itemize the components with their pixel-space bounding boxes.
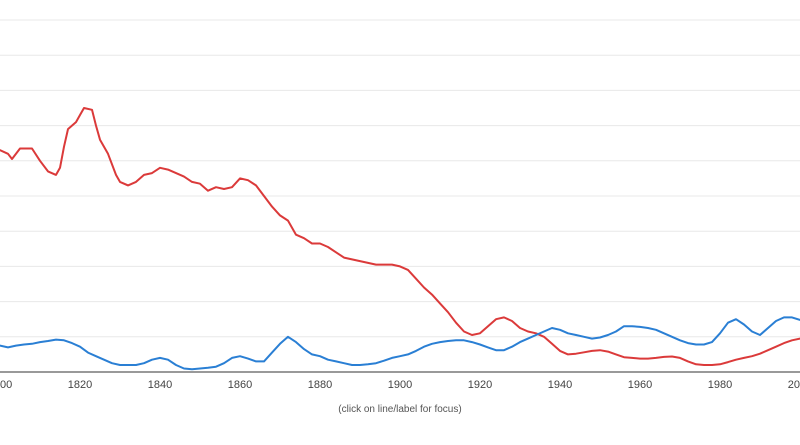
x-tick-label: 1880: [308, 379, 332, 391]
x-tick-label: 1920: [468, 379, 492, 391]
x-axis: 1800 1820 1840 1860 1880 1900 1920 1940 1960 1980…: [0, 371, 800, 391]
x-tick-label: 1820: [68, 379, 92, 391]
x-tick-label: 1900: [388, 379, 412, 391]
series-group[interactable]: [0, 107, 800, 371]
x-tick-label: 1840: [148, 379, 172, 391]
x-tick-label: 1980: [708, 379, 732, 391]
x-tick-label: 2000: [788, 379, 800, 391]
x-tick-label: 1860: [228, 379, 252, 391]
focus-hint: (click on line/label for focus): [338, 404, 462, 415]
x-tick-label: 1800: [0, 379, 12, 391]
x-tick-label: 1940: [548, 379, 572, 391]
grid: [0, 19, 800, 338]
series-line-2[interactable]: [0, 316, 800, 371]
x-tick-label: 1960: [628, 379, 652, 391]
series-line-1[interactable]: [0, 107, 800, 366]
